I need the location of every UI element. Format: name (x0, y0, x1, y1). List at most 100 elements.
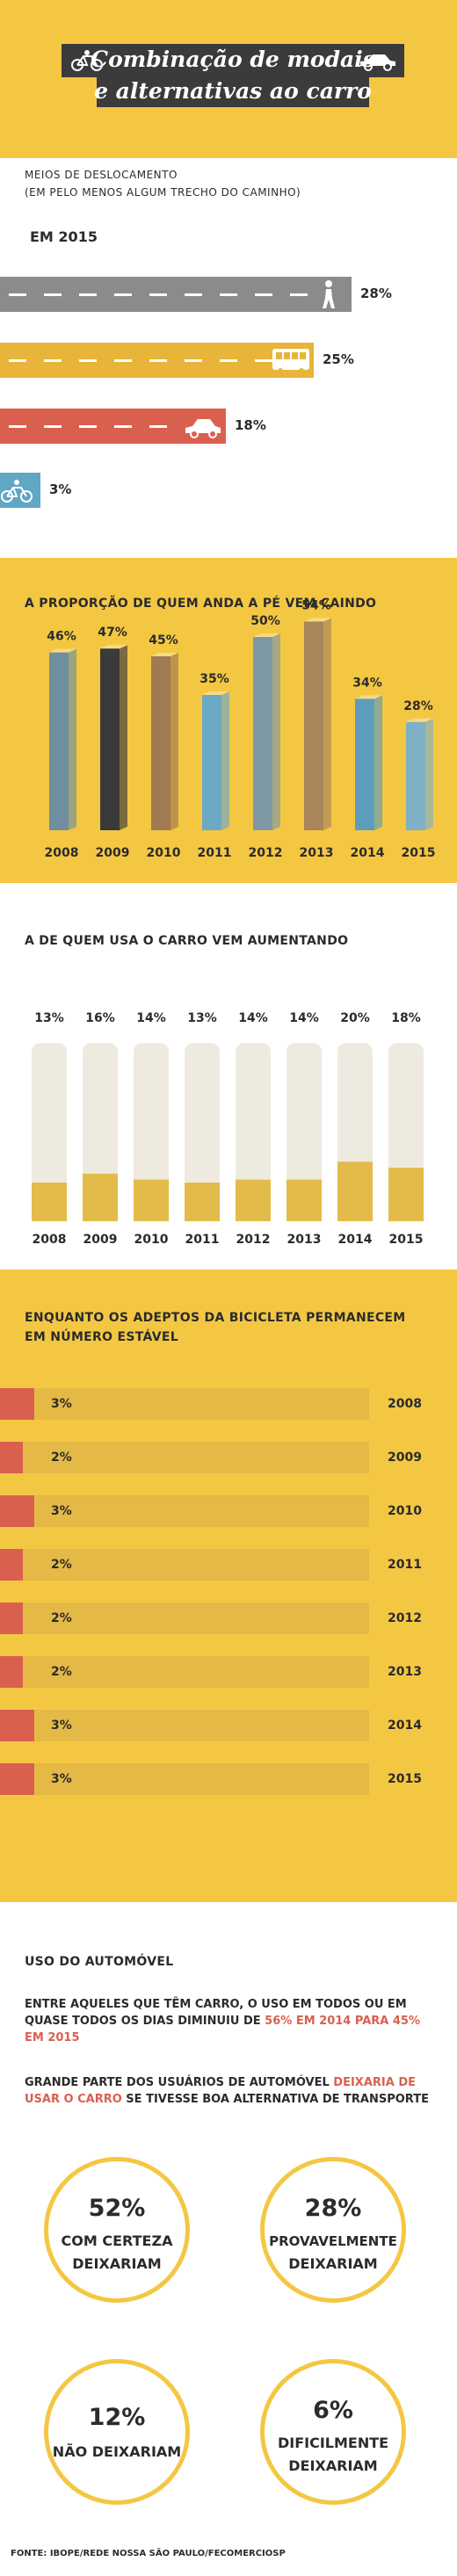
road-dash (185, 293, 202, 296)
walk-bar (355, 695, 382, 830)
car-year-label: 2011 (185, 1233, 220, 1247)
road-dash (79, 359, 97, 362)
bike-value-label: 3% (51, 1504, 72, 1518)
modes-heading-1: MEIOS DE DESLOCAMENTO (25, 169, 178, 181)
car-year-label: 2010 (134, 1233, 169, 1247)
bike-track (0, 1388, 369, 1420)
bike-year-label: 2009 (388, 1451, 422, 1465)
road-dash (149, 359, 167, 362)
walk-year-label: 2011 (198, 846, 232, 860)
walk-value-label: 45% (149, 633, 178, 648)
road-dash (114, 359, 132, 362)
walk-value-label: 47% (98, 626, 127, 640)
walk-bar (406, 718, 433, 830)
road-dash (9, 293, 26, 296)
bike-row: 2% 2011 (0, 1549, 457, 1581)
car-value-label: 20% (340, 1011, 370, 1025)
mode-bar-car (0, 409, 226, 444)
circle-certainly-leave: 52% COM CERTEZA DEIXARIAM (44, 2157, 190, 2303)
bike-chart-title: ENQUANTO OS ADEPTOS DA BICICLETA PERMANE… (25, 1311, 406, 1344)
walk-chart-section: A PROPORÇÃO DE QUEM ANDA A PÉ VEM CAINDO… (0, 558, 457, 883)
mode-bar-bicycle (0, 473, 40, 508)
car-value-label: 13% (187, 1011, 217, 1025)
bike-year-label: 2012 (388, 1611, 422, 1625)
car-value-label: 14% (289, 1011, 319, 1025)
car-chart: 13% 2008 16% 2009 14% 2010 13% 2011 14% 2012 14% 20… (32, 1011, 424, 1247)
car-icon (360, 54, 395, 71)
walk-year-label: 2009 (96, 846, 130, 860)
road-dash (44, 425, 62, 428)
car-bar (287, 1179, 322, 1221)
walk-bar (100, 645, 127, 830)
bike-bar (0, 1549, 23, 1581)
mode-percent-label: 25% (323, 351, 354, 367)
bike-year-label: 2010 (388, 1504, 422, 1518)
circle-pct: 28% (304, 2195, 362, 2222)
car-column (337, 1043, 373, 1221)
bike-year-label: 2008 (388, 1397, 422, 1411)
bike-track (0, 1442, 369, 1473)
bike-row: 3% 2015 (0, 1763, 457, 1795)
road-dash (114, 425, 132, 428)
walk-chart: 46% 2008 47% 2009 45% 2010 35% 2011 50% 2012 54% 20… (45, 598, 436, 860)
walk-value-label: 35% (199, 672, 229, 686)
title-banner: Combinação de modais e alternativas ao c… (62, 44, 404, 110)
road-dash (149, 293, 167, 296)
road-dash (79, 425, 97, 428)
walk-year-label: 2014 (351, 846, 385, 860)
walk-value-label: 28% (403, 699, 433, 713)
auto-title: USO DO AUTOMÓVEL (25, 1955, 174, 1969)
auto-para-1-text: ENTRE AQUELES QUE TÊM CARRO, O USO EM TO… (25, 1998, 407, 2028)
car-bar (134, 1179, 169, 1221)
circle-pct: 6% (313, 2397, 353, 2424)
mode-percent-label: 3% (49, 481, 72, 497)
bike-bar (0, 1495, 34, 1527)
circle-text-1: NÃO DEIXARIAM (52, 2443, 182, 2460)
car-bar (337, 1161, 373, 1221)
header-section: Combinação de modais e alternativas ao c… (0, 0, 457, 158)
road-dash (149, 425, 167, 428)
circle-probably-leave: 28% PROVAVELMENTE DEIXARIAM (260, 2157, 406, 2303)
circle-pct: 12% (88, 2404, 146, 2431)
car-bar (83, 1173, 118, 1221)
road-dash (44, 359, 62, 362)
car-year-label: 2013 (287, 1233, 322, 1247)
auto-para-1: ENTRE AQUELES QUE TÊM CARRO, O USO EM TO… (25, 1996, 438, 2046)
mode-percent-label: 28% (360, 286, 392, 301)
road-dash (185, 359, 202, 362)
bike-value-label: 3% (51, 1772, 72, 1786)
auto-para-2-text: GRANDE PARTE DOS USUÁRIOS DE AUTOMÓVEL (25, 2076, 334, 2089)
walk-bar (304, 618, 331, 830)
bike-row: 2% 2013 (0, 1656, 457, 1688)
car-year-label: 2014 (338, 1233, 373, 1247)
bike-bar (0, 1603, 23, 1634)
car-bar (32, 1183, 67, 1221)
road-dash (220, 293, 237, 296)
circle-text-1: COM CERTEZA (61, 2232, 173, 2249)
bike-track (0, 1495, 369, 1527)
bike-year-label: 2011 (388, 1558, 422, 1572)
bike-track (0, 1710, 369, 1741)
car-value-label: 14% (136, 1011, 166, 1025)
car-value-label: 16% (85, 1011, 115, 1025)
bicycle-icon (1, 480, 33, 503)
walk-chart-title: A PROPORÇÃO DE QUEM ANDA A PÉ VEM CAINDO (25, 597, 377, 611)
bike-track (0, 1603, 369, 1634)
bike-year-label: 2013 (388, 1665, 422, 1679)
circle-would-not-leave: 12% NÃO DEIXARIAM (44, 2359, 190, 2505)
mode-percent-label: 18% (235, 417, 266, 433)
auto-para-2-tail: SE TIVESSE BOA ALTERNATIVA DE TRANSPORTE (121, 2093, 429, 2106)
walk-bar (253, 633, 280, 830)
bike-row: 2% 2009 (0, 1442, 457, 1473)
road-dash (255, 293, 272, 296)
car-value-label: 18% (391, 1011, 421, 1025)
road-dash (290, 293, 308, 296)
circle-text-2: DEIXARIAM (72, 2255, 162, 2272)
road-dash (220, 359, 237, 362)
road-dash (79, 293, 97, 296)
car-bar (236, 1179, 271, 1221)
walk-year-label: 2013 (300, 846, 334, 860)
bike-row: 3% 2008 (0, 1388, 457, 1420)
car-column (83, 1043, 118, 1221)
auto-usage-section: USO DO AUTOMÓVEL ENTRE AQUELES QUE TÊM C… (0, 1902, 457, 2576)
